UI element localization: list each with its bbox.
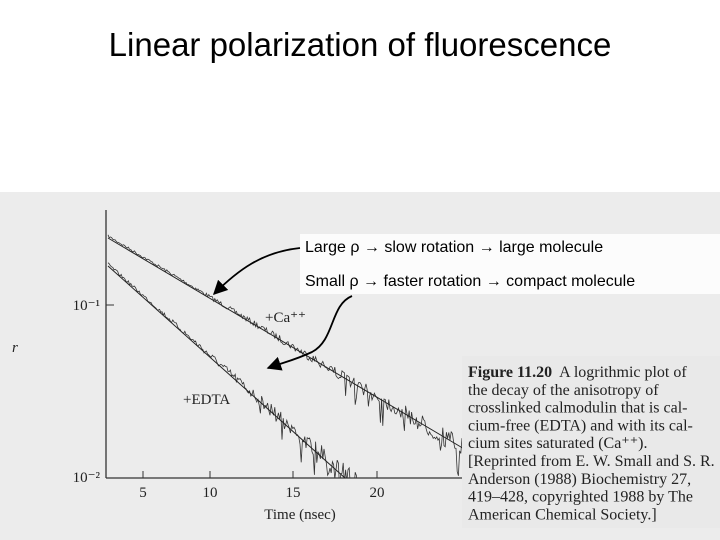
caption-line: Figure 11.20 A logrithmic plot of bbox=[468, 364, 687, 381]
decay-trace bbox=[107, 234, 466, 476]
caption-line: the decay of the anisotropy of bbox=[468, 382, 659, 399]
annotation-arrow bbox=[212, 247, 301, 296]
x-tick-label: 10 bbox=[203, 485, 218, 501]
fit-line bbox=[107, 265, 346, 479]
fit-line bbox=[107, 237, 467, 451]
annotation: Small ρ → faster rotation → compact mole… bbox=[305, 273, 635, 290]
traces bbox=[107, 234, 466, 478]
annotation-arrow bbox=[266, 295, 353, 371]
plot: r 10⁻¹ 10⁻² 5 10 15 20 Time (nsec) +Ca⁺⁺… bbox=[12, 210, 467, 523]
caption: Figure 11.20 A logrithmic plot of the dec… bbox=[462, 356, 720, 528]
annotation-backdrop bbox=[300, 234, 720, 294]
caption-line: Anderson (1988) Biochemistry 27, bbox=[468, 471, 691, 488]
annotation: Large ρ → slow rotation → large molecule bbox=[305, 239, 603, 256]
x-tick-label: 20 bbox=[370, 485, 385, 501]
caption-line: cium-free (EDTA) and with its cal- bbox=[468, 417, 693, 434]
decay-trace bbox=[107, 262, 358, 478]
x-tick-label: 15 bbox=[286, 485, 301, 501]
caption-line: crosslinked calmodulin that is cal- bbox=[468, 400, 688, 417]
caption-text: A logrithmic plot of bbox=[559, 364, 687, 381]
slide-title: Linear polarization of fluorescence bbox=[109, 26, 612, 63]
caption-label: Figure 11.20 bbox=[468, 364, 552, 381]
x-tick-label: 5 bbox=[139, 485, 147, 501]
y-axis-label: r bbox=[12, 340, 18, 356]
caption-box bbox=[462, 356, 720, 528]
x-axis-label: Time (nsec) bbox=[264, 507, 336, 523]
caption-line: American Chemical Society.] bbox=[468, 506, 657, 523]
trace-label: +Ca⁺⁺ bbox=[265, 310, 306, 326]
y-tick-label: 10⁻² bbox=[73, 470, 101, 486]
y-tick-label: 10⁻¹ bbox=[73, 298, 100, 314]
caption-lines: the decay of the anisotropy ofcrosslinke… bbox=[468, 382, 715, 524]
trace-label: +EDTA bbox=[183, 392, 230, 408]
caption-line: cium sites saturated (Ca⁺⁺). bbox=[468, 435, 648, 452]
caption-line: 419–428, copyrighted 1988 by The bbox=[468, 489, 693, 506]
caption-line: [Reprinted from E. W. Small and S. R. bbox=[468, 453, 715, 470]
